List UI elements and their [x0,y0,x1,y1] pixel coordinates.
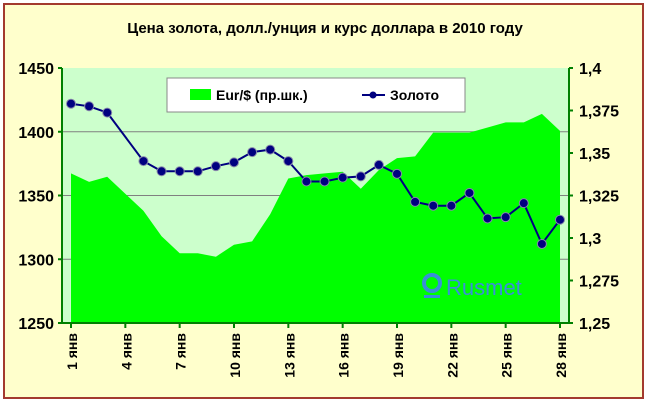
x-tick-label: 13 янв [281,333,297,378]
x-tick-label: 22 янв [444,333,460,378]
gold-point [247,147,258,158]
gold-point [138,156,149,167]
y-left-tick-label: 1250 [18,316,54,333]
gold-point [66,98,76,109]
x-tick-label: 7 янв [173,333,189,370]
gold-point [229,157,239,168]
x-tick-label: 16 янв [336,333,352,378]
y-right-tick-label: 1,3 [579,231,601,248]
gold-point [283,156,294,167]
gold-point [410,196,421,207]
gold-point [500,212,511,223]
x-tick-label: 25 янв [499,333,515,378]
gold-point [373,159,384,170]
y-left-tick-label: 1450 [18,61,54,78]
x-tick-label: 4 янв [118,333,134,370]
gold-point [84,101,95,112]
y-left-tick-label: 1400 [18,125,54,142]
y-right-tick-label: 1,35 [579,146,610,163]
y-right-tick-label: 1,4 [579,61,601,78]
y-right-tick-label: 1,325 [579,189,619,206]
rusmet-logo-icon [422,273,442,293]
legend-swatch-eur [190,89,211,100]
gold-point [482,213,493,224]
chart-title: Цена золота, долл./унция и курс доллара … [127,20,523,37]
gold-point [355,171,366,182]
gold-point [210,161,221,172]
gold-point [536,238,547,249]
gold-point [446,200,457,211]
gold-point [392,168,402,179]
gold-point [174,166,185,177]
gold-point [555,214,565,225]
y-right-tick-label: 1,25 [579,316,610,333]
gold-point [192,166,203,177]
watermark-text: Rusmet [446,275,522,300]
legend-label-eur: Eur/$ (пр.шк.) [216,87,308,103]
gold-point [518,198,529,209]
y-right-tick-label: 1,275 [579,274,619,291]
gold-point [319,176,330,187]
gold-point [464,187,475,198]
y-left-tick-label: 1350 [18,189,54,206]
y-left-tick-label: 1300 [18,252,54,269]
gold-point [428,200,439,211]
watermark: Rusmet [422,273,522,300]
x-tick-label: 19 янв [390,333,406,378]
gold-point [156,166,167,177]
y-right-tick-label: 1,375 [579,104,619,121]
x-tick-label: 10 янв [227,333,243,378]
legend-marker-gold [369,91,377,99]
gold-point [265,144,276,155]
x-tick-label: 1 янв [64,333,80,370]
legend-label-gold: Золото [390,87,439,103]
x-tick-label: 28 янв [553,333,569,378]
legend: Eur/$ (пр.шк.) Золото [166,77,466,113]
gold-point [337,172,348,183]
gold-point [102,107,113,118]
eur-usd-area [71,113,560,324]
gold-point [301,176,312,187]
